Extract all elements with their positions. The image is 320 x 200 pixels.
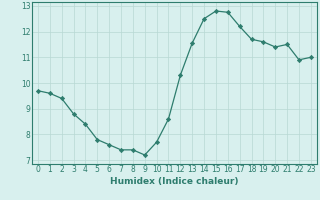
X-axis label: Humidex (Indice chaleur): Humidex (Indice chaleur) xyxy=(110,177,239,186)
